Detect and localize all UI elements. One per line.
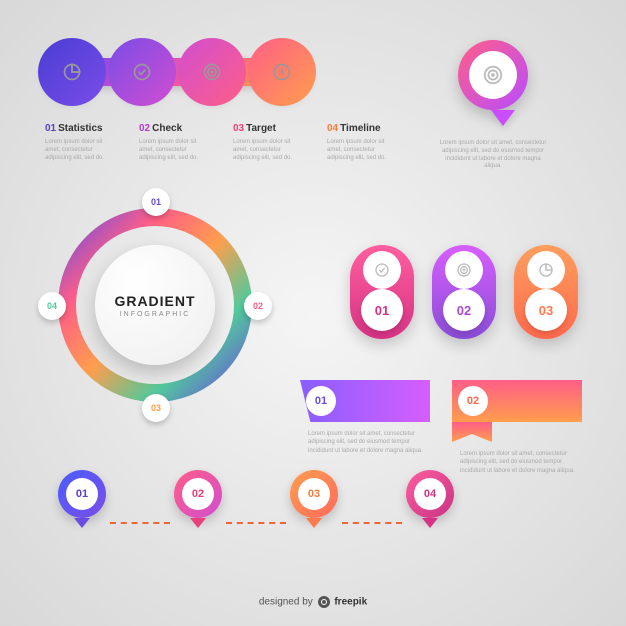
pill: 02 [432,245,496,339]
step-desc: Lorem ipsum dolor sit amet, consectetur … [45,139,117,162]
ribbon-tail [452,422,492,442]
step-circle [45,45,99,99]
callout-tail [491,110,515,126]
timeline-tail [74,518,90,528]
step-number: 02 [139,123,150,134]
timeline-tail [306,518,322,528]
pill-number: 03 [525,289,567,331]
step-label: 04Timeline Lorem ipsum dolor sit amet, co… [327,118,399,162]
pill-number: 02 [443,289,485,331]
timeline-node: 01 [58,470,106,528]
step-desc: Lorem ipsum dolor sit amet, consectetur … [233,139,305,162]
timeline-number: 04 [414,478,446,510]
callout-ring [458,40,528,110]
callout-text: Lorem ipsum dolor sit amet, consectetur … [438,140,548,171]
banner-number: 02 [458,386,488,416]
banner-body: Lorem ipsum dolor sit amet, consectetur … [300,422,430,455]
timeline: 01 02 03 04 [58,470,454,528]
ring-node: 01 [142,188,170,216]
ring-node: 02 [244,292,272,320]
callout-marker: Lorem ipsum dolor sit amet, consectetur … [458,40,548,171]
timeline-ring: 01 [58,470,106,518]
banner: 01 Lorem ipsum dolor sit amet, consectetu… [300,380,430,475]
step-title: Check [152,123,182,134]
ring-subtitle: INFOGRAPHIC [120,311,191,318]
step-desc: Lorem ipsum dolor sit amet, consectetur … [327,139,399,162]
ring-node: 03 [142,394,170,422]
ring-center: GRADIENT INFOGRAPHIC [95,245,215,365]
step-number: 03 [233,123,244,134]
step-circle [255,45,309,99]
target-icon [469,51,517,99]
step-label: 03Target Lorem ipsum dolor sit amet, cons… [233,118,305,162]
target-icon [445,251,483,289]
pill: 01 [350,245,414,339]
timeline-connector [226,522,286,524]
ring-node: 04 [38,292,66,320]
timeline-ring: 03 [290,470,338,518]
banner-header: 01 [300,380,430,422]
step-title: Timeline [340,123,380,134]
banner: 02 Lorem ipsum dolor sit amet, consectetu… [452,380,582,475]
step-label: 01Statistics Lorem ipsum dolor sit amet, … [45,118,117,162]
attribution: designed by freepik [0,596,626,608]
timeline-ring: 04 [406,470,454,518]
step-title: Target [246,123,276,134]
step-title: Statistics [58,123,102,134]
step-circle [115,45,169,99]
step-desc: Lorem ipsum dolor sit amet, consectetur … [139,139,211,162]
timeline-node: 02 [174,470,222,528]
timeline-number: 01 [66,478,98,510]
step-chain-labels: 01Statistics Lorem ipsum dolor sit amet, … [45,118,399,162]
step-number: 01 [45,123,56,134]
pie-icon [527,251,565,289]
freepik-icon [318,596,330,608]
banner-group: 01 Lorem ipsum dolor sit amet, consectetu… [300,380,582,475]
step-circle [185,45,239,99]
step-label: 02Check Lorem ipsum dolor sit amet, conse… [139,118,211,162]
timeline-node: 03 [290,470,338,528]
timeline-number: 03 [298,478,330,510]
pill-group: 01 02 03 [350,245,578,339]
banner-header: 02 [452,380,582,422]
timeline-number: 02 [182,478,214,510]
pill: 03 [514,245,578,339]
timeline-connector [110,522,170,524]
timeline-ring: 02 [174,470,222,518]
timeline-tail [190,518,206,528]
circular-diagram: GRADIENT INFOGRAPHIC 01020304 [50,200,260,410]
attribution-prefix: designed by [259,597,313,608]
timeline-node: 04 [406,470,454,528]
pill-number: 01 [361,289,403,331]
attribution-brand: freepik [334,597,367,608]
timeline-tail [422,518,438,528]
banner-body: Lorem ipsum dolor sit amet, consectetur … [452,442,582,475]
ring-title: GRADIENT [114,293,195,309]
banner-number: 01 [306,386,336,416]
step-number: 04 [327,123,338,134]
step-chain [45,45,309,99]
check-icon [363,251,401,289]
timeline-connector [342,522,402,524]
